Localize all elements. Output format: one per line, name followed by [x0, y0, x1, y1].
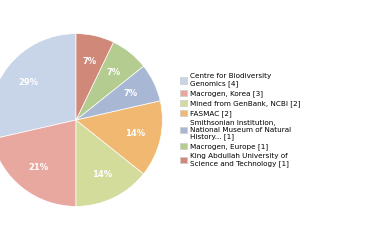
Text: 29%: 29%: [19, 78, 39, 87]
Wedge shape: [0, 120, 76, 206]
Wedge shape: [76, 42, 144, 120]
Wedge shape: [76, 34, 114, 120]
Text: 7%: 7%: [107, 68, 121, 77]
Text: 7%: 7%: [82, 57, 97, 66]
Text: 7%: 7%: [124, 89, 138, 98]
Text: 21%: 21%: [28, 163, 48, 172]
Text: 14%: 14%: [125, 129, 145, 138]
Wedge shape: [76, 120, 144, 206]
Text: 14%: 14%: [92, 170, 112, 179]
Wedge shape: [76, 101, 162, 174]
Wedge shape: [76, 66, 160, 120]
Wedge shape: [0, 34, 76, 139]
Legend: Centre for Biodiversity
Genomics [4], Macrogen, Korea [3], Mined from GenBank, N: Centre for Biodiversity Genomics [4], Ma…: [177, 71, 303, 169]
